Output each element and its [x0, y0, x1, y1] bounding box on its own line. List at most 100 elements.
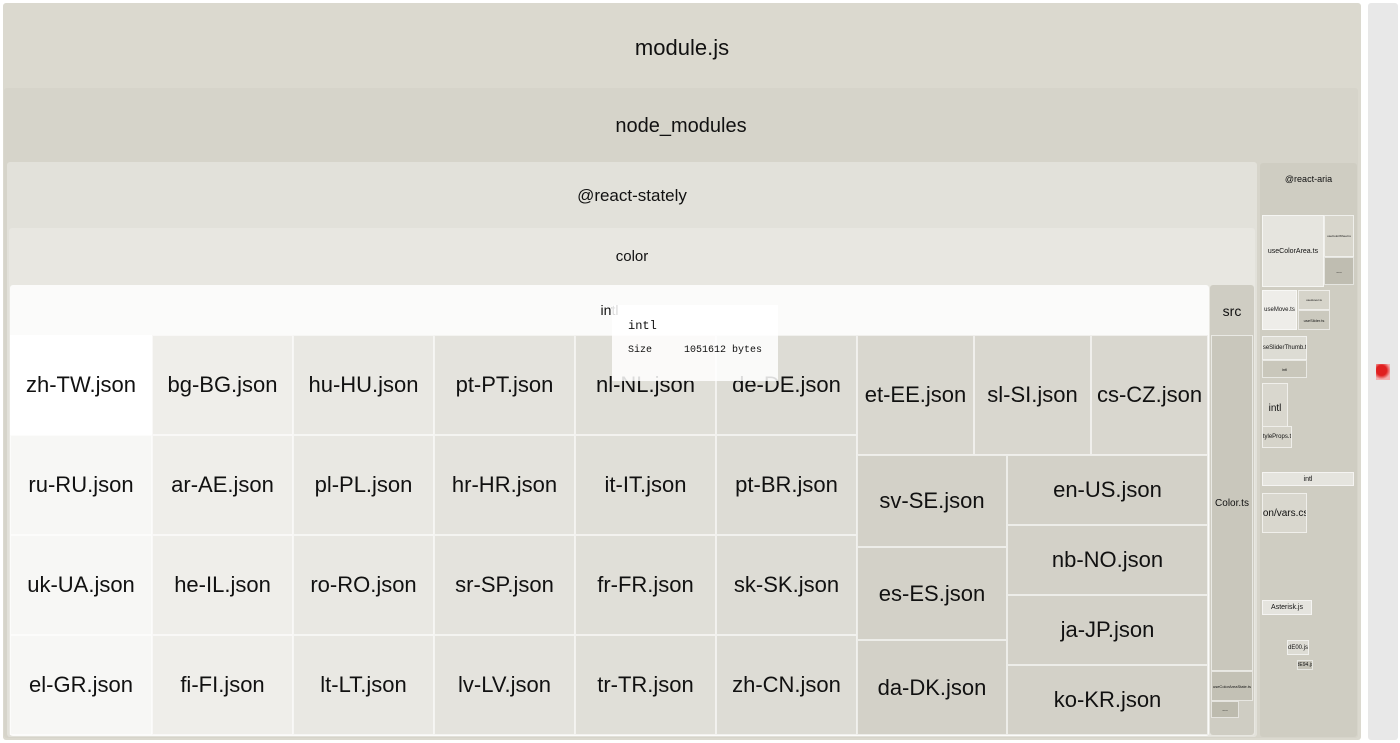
leaf-label: ja-JP.json — [1060, 617, 1155, 642]
treemap-leaf-sl-si[interactable]: sl-SI.json — [974, 335, 1091, 455]
treemap-leaf-en-us[interactable]: en-US.json — [1007, 455, 1208, 525]
leaf-label: ro-RO.json — [310, 572, 417, 597]
leaf-label: useHover.ts — [1306, 298, 1322, 302]
tooltip: intl Size 1051612 bytes — [612, 305, 778, 381]
treemap-leaf-hr-hr[interactable]: hr-HR.json — [434, 435, 575, 535]
leaf-label: styleProps.ts — [1262, 434, 1292, 440]
treemap-leaf-ru-ru[interactable]: ru-RU.json — [10, 435, 152, 535]
treemap-leaf-react-aria[interactable]: useColorArea.ts — [1262, 215, 1324, 287]
treemap-leaf-zh-tw[interactable]: zh-TW.json — [10, 335, 152, 435]
leaf-label: useColorArea.ts — [1267, 247, 1319, 255]
leaf-label: ... — [1336, 267, 1342, 275]
treemap-leaf-react-aria[interactable]: useMove.ts — [1262, 290, 1297, 330]
leaf-label: useSlider.ts — [1303, 317, 1325, 323]
leaf-label: dE00.js — [1288, 644, 1309, 651]
leaf-label: tr-TR.json — [597, 672, 694, 697]
treemap-leaf-fi-fi[interactable]: fi-FI.json — [152, 635, 293, 735]
leaf-label: intl — [1268, 402, 1282, 414]
treemap-leaf-nb-no[interactable]: nb-NO.json — [1007, 525, 1208, 595]
treemap-leaf-uk-ua[interactable]: uk-UA.json — [10, 535, 152, 635]
treemap-leaf-ko-kr[interactable]: ko-KR.json — [1007, 665, 1208, 735]
leaf-label: lt-LT.json — [320, 672, 407, 697]
leaf-label: uk-UA.json — [27, 572, 135, 597]
treemap-leaf-sk-sk[interactable]: sk-SK.json — [716, 535, 857, 635]
treemap-leaf-es-es[interactable]: es-ES.json — [857, 547, 1007, 640]
leaf-label: Color.ts — [1215, 497, 1249, 509]
treemap-leaf-react-aria[interactable]: useSliderThumb.ts — [1262, 336, 1307, 360]
leaf-label: hu-HU.json — [308, 372, 419, 397]
node-label: src — [1222, 303, 1242, 319]
leaf-label: fi-FI.json — [180, 672, 265, 697]
logo-icon — [1376, 364, 1390, 380]
node-label: node_modules — [615, 115, 747, 137]
treemap-leaf-bg-bg[interactable]: bg-BG.json — [152, 335, 293, 435]
treemap-leaf-sr-sp[interactable]: sr-SP.json — [434, 535, 575, 635]
treemap-leaf-he-il[interactable]: he-IL.json — [152, 535, 293, 635]
treemap-leaf-use-color-area-state[interactable]: useColorAreaState.ts — [1211, 671, 1253, 701]
leaf-label: sv-SE.json — [879, 488, 985, 513]
treemap-leaf-lv-lv[interactable]: lv-LV.json — [434, 635, 575, 735]
leaf-label: pt-PT.json — [455, 372, 554, 397]
leaf-label: intl — [1281, 366, 1288, 372]
treemap-leaf-zh-cn[interactable]: zh-CN.json — [716, 635, 857, 735]
tooltip-size-value: 1051612 bytes — [684, 345, 763, 356]
leaf-label: zh-TW.json — [25, 372, 137, 397]
leaf-label: en-US.json — [1053, 477, 1162, 502]
leaf-label: bg-BG.json — [167, 372, 278, 397]
leaf-label: ar-AE.json — [171, 472, 274, 497]
treemap-leaf-react-aria[interactable]: dE94.js — [1297, 660, 1313, 670]
treemap-leaf-ja-jp[interactable]: ja-JP.json — [1007, 595, 1208, 665]
treemap-leaf-el-gr[interactable]: el-GR.json — [10, 635, 152, 735]
leaf-label: he-IL.json — [174, 572, 271, 597]
tooltip-size-label: Size — [628, 345, 653, 356]
leaf-label: ru-RU.json — [28, 472, 134, 497]
treemap-leaf-it-it[interactable]: it-IT.json — [575, 435, 716, 535]
leaf-label: cs-CZ.json — [1096, 382, 1203, 407]
leaf-label: sk-SK.json — [733, 572, 840, 597]
leaf-label: da-DK.json — [877, 674, 987, 700]
leaf-label: intl — [1303, 475, 1313, 483]
treemap-leaf-react-aria[interactable]: dE00.js — [1287, 640, 1309, 655]
treemap-leaf-color-ts[interactable]: Color.ts — [1211, 335, 1253, 671]
treemap-leaf-pt-pt[interactable]: pt-PT.json — [434, 335, 575, 435]
node-label: @react-stately — [577, 186, 687, 205]
treemap-leaf-hu-hu[interactable]: hu-HU.json — [293, 335, 434, 435]
treemap-leaf-ar-ae[interactable]: ar-AE.json — [152, 435, 293, 535]
leaf-label: icon/vars.css — [1262, 507, 1306, 519]
tooltip-title: intl — [628, 319, 657, 333]
treemap-leaf-react-aria[interactable]: useSlider.ts — [1298, 310, 1330, 330]
leaf-label: useColorAreaState.ts — [1212, 683, 1252, 689]
treemap-leaf-cs-cz[interactable]: cs-CZ.json — [1091, 335, 1208, 455]
leaf-label: nb-NO.json — [1051, 547, 1164, 572]
leaf-label: zh-CN.json — [732, 672, 841, 697]
treemap-leaf-fr-fr[interactable]: fr-FR.json — [575, 535, 716, 635]
leaf-label: useSliderThumb.ts — [1262, 345, 1307, 351]
treemap-leaf-react-aria[interactable]: intl — [1262, 472, 1354, 486]
treemap-leaf-lt-lt[interactable]: lt-LT.json — [293, 635, 434, 735]
treemap-leaf-react-aria[interactable]: icon/vars.css — [1262, 493, 1307, 533]
treemap-leaf-react-aria[interactable]: Asterisk.js — [1262, 600, 1312, 615]
node-label: @react-aria — [1284, 174, 1333, 184]
leaf-label: sl-SI.json — [987, 382, 1078, 407]
treemap-leaf-da-dk[interactable]: da-DK.json — [857, 640, 1007, 735]
leaf-label: useMove.ts — [1264, 307, 1295, 313]
treemap-leaf-sv-se[interactable]: sv-SE.json — [857, 455, 1007, 547]
treemap-leaf-react-aria[interactable]: intl — [1262, 383, 1288, 433]
leaf-label: fr-FR.json — [597, 572, 694, 597]
treemap-leaf-ro-ro[interactable]: ro-RO.json — [293, 535, 434, 635]
treemap-leaf-et-ee[interactable]: et-EE.json — [857, 335, 974, 455]
treemap-leaf-pt-br[interactable]: pt-BR.json — [716, 435, 857, 535]
leaf-label: pt-BR.json — [735, 472, 838, 497]
leaf-label: ko-KR.json — [1053, 687, 1162, 712]
treemap-leaf-more[interactable]: ... — [1211, 701, 1239, 718]
leaf-label: sr-SP.json — [455, 572, 554, 597]
treemap-leaf-tr-tr[interactable]: tr-TR.json — [575, 635, 716, 735]
treemap-leaf-react-aria[interactable]: intl — [1262, 360, 1307, 378]
treemap-leaf-react-aria[interactable]: styleProps.ts — [1262, 426, 1292, 448]
treemap-leaf-react-aria[interactable]: useHover.ts — [1298, 290, 1330, 310]
treemap-leaf-react-aria[interactable]: useColorWheel.ts — [1324, 215, 1354, 257]
treemap-leaf-pl-pl[interactable]: pl-PL.json — [293, 435, 434, 535]
leaf-label: ... — [1222, 706, 1228, 713]
treemap-leaf-react-aria[interactable]: ... — [1324, 257, 1354, 285]
node-label: intl — [600, 302, 619, 318]
